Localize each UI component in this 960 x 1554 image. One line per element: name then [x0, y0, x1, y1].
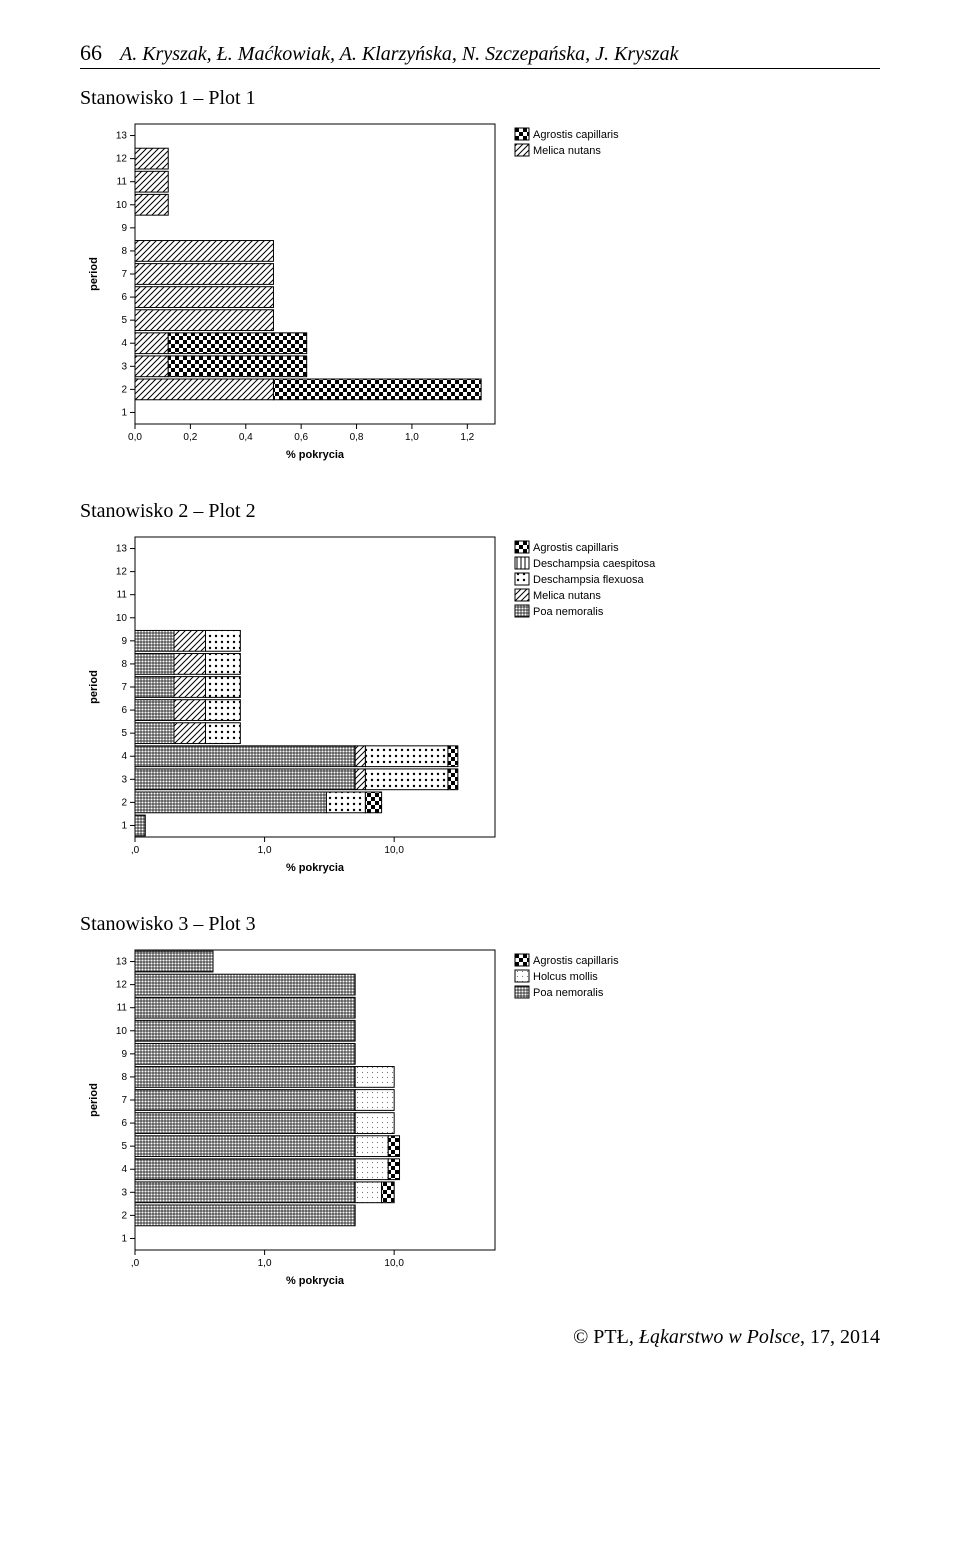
svg-text:3: 3: [121, 1187, 127, 1198]
svg-text:3: 3: [121, 774, 127, 785]
svg-text:7: 7: [121, 1095, 127, 1106]
svg-text:8: 8: [121, 659, 127, 670]
svg-text:1,0: 1,0: [258, 845, 272, 856]
page-header: 66 A. Kryszak, Ł. Maćkowiak, A. Klarzyńs…: [80, 40, 880, 69]
svg-text:0,4: 0,4: [239, 432, 253, 443]
svg-text:0,0: 0,0: [128, 432, 142, 443]
svg-text:9: 9: [121, 1049, 127, 1060]
footer-rest: , 17, 2014: [800, 1326, 880, 1348]
svg-text:13: 13: [116, 131, 128, 142]
authors: A. Kryszak, Ł. Maćkowiak, A. Klarzyńska,…: [120, 43, 678, 66]
svg-text:10: 10: [116, 1026, 128, 1037]
svg-text:5: 5: [121, 728, 127, 739]
svg-text:9: 9: [121, 223, 127, 234]
svg-text:7: 7: [121, 682, 127, 693]
svg-text:Agrostis capillaris: Agrostis capillaris: [533, 955, 619, 967]
svg-text:1,2: 1,2: [460, 432, 474, 443]
svg-text:2: 2: [121, 384, 127, 395]
svg-text:10,0: 10,0: [384, 845, 404, 856]
svg-text:1,0: 1,0: [405, 432, 419, 443]
svg-text:4: 4: [121, 1164, 127, 1175]
svg-text:Agrostis capillaris: Agrostis capillaris: [533, 542, 619, 554]
plot-block-2: 12345678910111213,01,010,0% pokryciaperi…: [80, 527, 880, 887]
svg-text:% pokrycia: % pokrycia: [286, 1275, 345, 1287]
svg-text:% pokrycia: % pokrycia: [286, 449, 345, 461]
svg-text:6: 6: [121, 1118, 127, 1129]
svg-text:0,8: 0,8: [350, 432, 364, 443]
svg-text:1,0: 1,0: [258, 1258, 272, 1269]
svg-text:1: 1: [121, 820, 127, 831]
svg-text:10: 10: [116, 613, 128, 624]
svg-text:Holcus mollis: Holcus mollis: [533, 971, 598, 983]
svg-text:0,2: 0,2: [183, 432, 197, 443]
plot-title-3: Stanowisko 3 – Plot 3: [80, 913, 880, 936]
footer-copyright: © PTŁ,: [573, 1326, 639, 1348]
svg-text:6: 6: [121, 705, 127, 716]
svg-text:period: period: [88, 1083, 100, 1117]
chart-plot-3: 12345678910111213,01,010,0% pokryciaperi…: [80, 940, 880, 1300]
svg-text:11: 11: [117, 177, 128, 188]
svg-text:,0: ,0: [131, 845, 140, 856]
svg-text:4: 4: [121, 751, 127, 762]
svg-text:,0: ,0: [131, 1258, 140, 1269]
svg-text:Deschampsia caespitosa: Deschampsia caespitosa: [533, 558, 656, 570]
svg-text:Poa nemoralis: Poa nemoralis: [533, 987, 604, 999]
svg-text:% pokrycia: % pokrycia: [286, 862, 345, 874]
svg-text:13: 13: [116, 957, 128, 968]
svg-text:2: 2: [121, 797, 127, 808]
footer-journal: Łąkarstwo w Polsce: [639, 1326, 800, 1348]
svg-text:2: 2: [121, 1210, 127, 1221]
page-number: 66: [80, 40, 102, 66]
svg-text:10: 10: [116, 200, 128, 211]
svg-text:9: 9: [121, 636, 127, 647]
svg-text:8: 8: [121, 1072, 127, 1083]
svg-text:6: 6: [121, 292, 127, 303]
chart-plot-1: 123456789101112130,00,20,40,60,81,01,2% …: [80, 114, 880, 474]
plot-title-1: Stanowisko 1 – Plot 1: [80, 87, 880, 110]
svg-text:10,0: 10,0: [384, 1258, 404, 1269]
svg-text:1: 1: [121, 407, 127, 418]
svg-text:7: 7: [121, 269, 127, 280]
svg-text:4: 4: [121, 338, 127, 349]
svg-text:3: 3: [121, 361, 127, 372]
svg-text:period: period: [88, 670, 100, 704]
svg-text:0,6: 0,6: [294, 432, 308, 443]
svg-text:12: 12: [116, 567, 128, 578]
svg-text:1: 1: [121, 1233, 127, 1244]
svg-text:11: 11: [117, 1003, 128, 1014]
svg-text:Melica nutans: Melica nutans: [533, 145, 601, 157]
svg-text:12: 12: [116, 154, 128, 165]
svg-text:8: 8: [121, 246, 127, 257]
svg-text:11: 11: [117, 590, 128, 601]
svg-text:Poa nemoralis: Poa nemoralis: [533, 606, 604, 618]
plot-block-1: 123456789101112130,00,20,40,60,81,01,2% …: [80, 114, 880, 474]
svg-text:Melica nutans: Melica nutans: [533, 590, 601, 602]
svg-text:period: period: [88, 257, 100, 291]
plot-block-3: 12345678910111213,01,010,0% pokryciaperi…: [80, 940, 880, 1300]
svg-text:13: 13: [116, 544, 128, 555]
plot-title-2: Stanowisko 2 – Plot 2: [80, 500, 880, 523]
svg-text:Deschampsia flexuosa: Deschampsia flexuosa: [533, 574, 645, 586]
footer: © PTŁ, Łąkarstwo w Polsce, 17, 2014: [80, 1326, 880, 1349]
svg-text:Agrostis capillaris: Agrostis capillaris: [533, 129, 619, 141]
svg-text:12: 12: [116, 980, 128, 991]
chart-plot-2: 12345678910111213,01,010,0% pokryciaperi…: [80, 527, 880, 887]
svg-text:5: 5: [121, 1141, 127, 1152]
svg-text:5: 5: [121, 315, 127, 326]
